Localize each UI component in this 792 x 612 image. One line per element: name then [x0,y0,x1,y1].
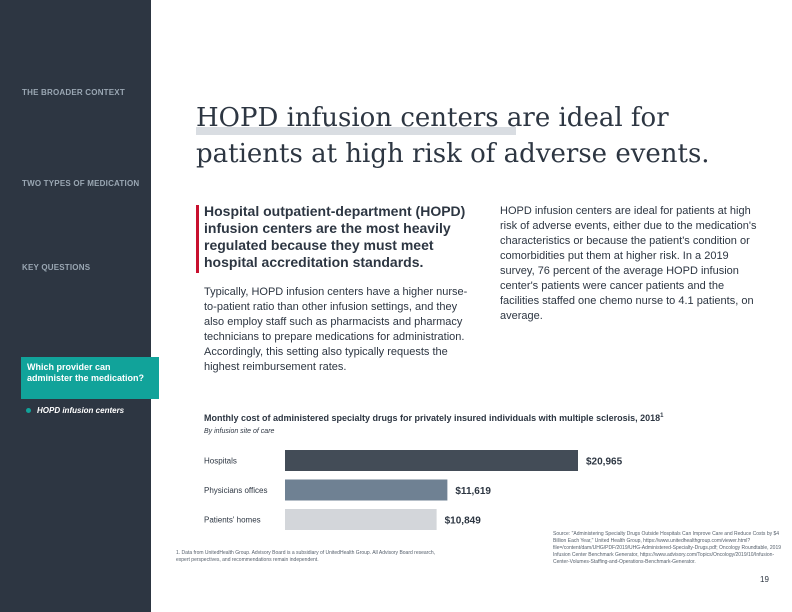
bar-chart: Hospitals $20,965 Physicians offices $11,61… [204,450,623,530]
sidebar-active-section[interactable]: Which provider can administer the medica… [21,357,159,399]
sidebar-item-key-questions[interactable]: KEY QUESTIONS [22,263,91,272]
page-number: 19 [760,575,769,584]
bar-value-label: $10,849 [445,516,482,527]
sidebar: THE BROADER CONTEXT TWO TYPES OF MEDICAT… [0,0,151,612]
bar-category-label: Physicians offices [204,486,267,495]
footnote: 1. Data from UnitedHealth Group. Advisor… [176,550,436,563]
sidebar-item-two-types[interactable]: TWO TYPES OF MEDICATION [22,179,140,188]
bar-value-label: $20,965 [586,457,623,468]
bar [285,450,578,471]
source-note: Source: "Administering Specialty Drugs O… [553,531,782,565]
chart-subtitle: By infusion site of care [204,428,275,435]
bar [285,509,437,530]
sidebar-subitem-label: HOPD infusion centers [37,406,125,415]
bar-category-label: Patients' homes [204,516,261,525]
page-title: HOPD infusion centers are ideal for pati… [196,103,710,169]
lead-paragraph: Hospital outpatient-department (HOPD) in… [204,203,466,270]
bar-category-label: Hospitals [204,457,237,466]
body-right-paragraph: HOPD infusion centers are ideal for pati… [500,205,757,322]
bullet-icon [26,408,31,413]
sidebar-item-broader-context[interactable]: THE BROADER CONTEXT [22,88,125,97]
chart-title-text: Monthly cost of administered specialty d… [204,413,661,423]
bar [285,479,448,501]
body-left-paragraph: Typically, HOPD infusion centers have a … [204,286,468,373]
title-highlight [196,127,516,135]
chart-title-superscript: 1 [660,413,664,419]
sidebar-active-label: Which provider can administer the medica… [27,362,145,383]
bar-value-label: $11,619 [455,486,491,497]
lead-accent-bar [196,205,199,273]
chart-title: Monthly cost of administered specialty d… [204,413,663,423]
sidebar-subitem-hopd[interactable]: HOPD infusion centers [26,406,124,415]
